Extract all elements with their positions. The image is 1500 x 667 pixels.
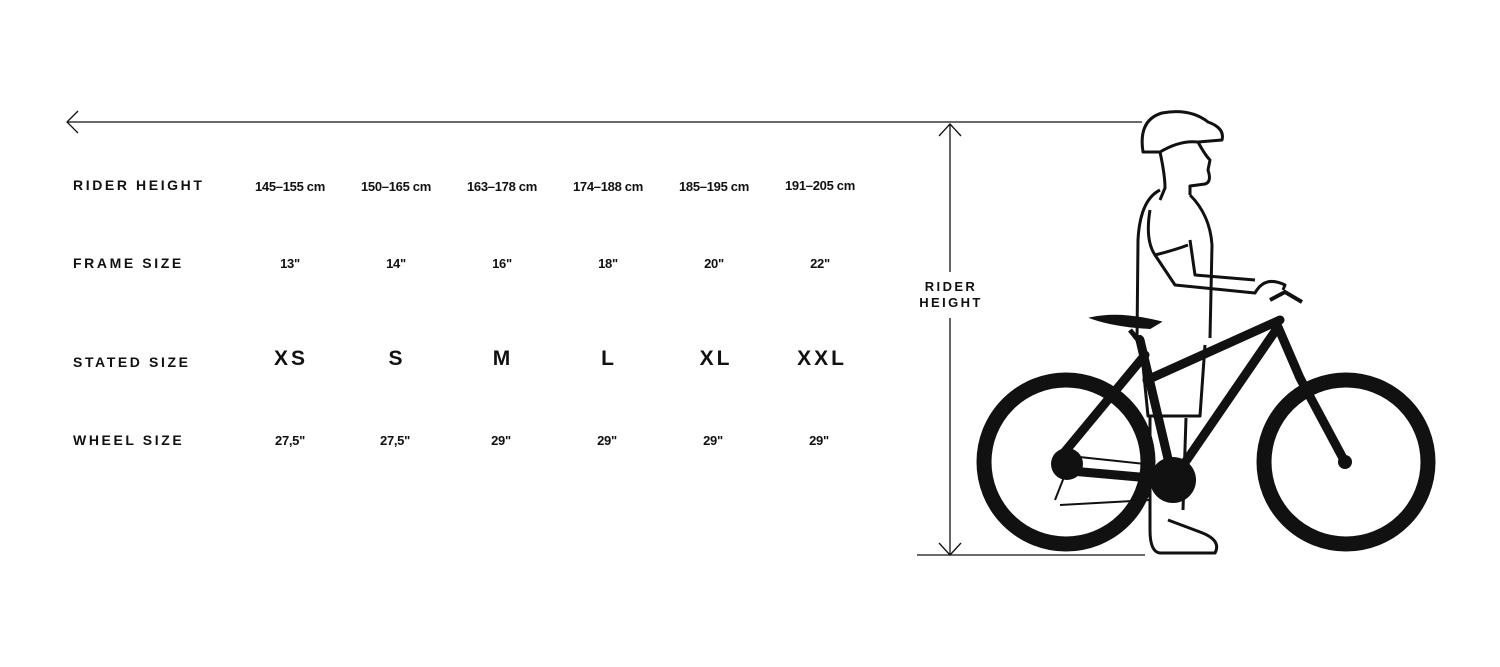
table-cell: 29" — [703, 433, 723, 448]
rider-height-dimension-label: RIDER HEIGHT — [905, 279, 997, 311]
table-cell: S — [388, 347, 406, 370]
row-label-stated-size: STATED SIZE — [73, 354, 191, 370]
table-cell: 22" — [810, 256, 830, 271]
table-cell: 150–165 cm — [360, 179, 431, 194]
dimension-label-line2: HEIGHT — [919, 295, 983, 310]
table-cell: 145–155 cm — [254, 179, 325, 194]
height-dimension-arrow — [917, 123, 1145, 556]
top-arrow-line — [66, 110, 1142, 134]
table-cell: M — [492, 347, 514, 370]
table-cell: 13" — [280, 256, 300, 271]
table-cell: 27,5" — [275, 433, 305, 448]
table-cell: 191–205 cm — [784, 178, 855, 193]
table-cell: 174–188 cm — [572, 179, 643, 194]
table-cell: 163–178 cm — [466, 179, 537, 194]
table-cell: 14" — [386, 256, 406, 271]
row-label-frame-size: FRAME SIZE — [73, 255, 184, 271]
table-cell: 29" — [597, 433, 617, 448]
table-cell: XS — [273, 347, 308, 370]
rider-icon — [1135, 110, 1287, 555]
table-cell: 18" — [598, 256, 618, 271]
bicycle-icon — [976, 289, 1436, 552]
row-label-rider-height: RIDER HEIGHT — [73, 177, 205, 193]
table-cell: XXL — [797, 347, 847, 370]
dimension-label-line1: RIDER — [924, 279, 978, 294]
table-cell: 185–195 cm — [678, 179, 749, 194]
table-cell: L — [601, 347, 617, 370]
table-cell: 29" — [491, 433, 511, 448]
row-label-wheel-size: WHEEL SIZE — [73, 432, 185, 448]
table-cell: XL — [699, 347, 733, 370]
table-cell: 20" — [704, 256, 724, 271]
table-cell: 29" — [809, 433, 829, 448]
table-cell: 27,5" — [380, 433, 410, 448]
table-cell: 16" — [492, 256, 512, 271]
